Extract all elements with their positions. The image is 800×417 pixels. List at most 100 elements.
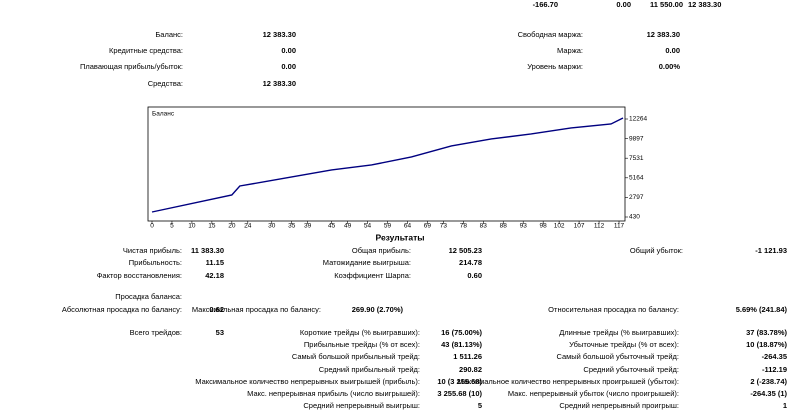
x-tick-label: 24	[244, 223, 252, 230]
x-tick-label: 15	[208, 223, 216, 230]
x-tick-label: 49	[344, 223, 352, 230]
result-value: 214.78	[459, 258, 482, 267]
result-label: Самый большой убыточный трейд:	[556, 352, 679, 361]
result-value: 16 (75.00%)	[441, 328, 482, 337]
x-tick-label: 0	[150, 223, 154, 230]
result-value: -112.19	[762, 365, 787, 374]
result-label: Самый большой прибыльный трейд:	[292, 352, 420, 361]
result-value: 1	[783, 401, 787, 410]
results-heading: Результаты	[375, 232, 424, 242]
x-tick-label: 98	[540, 223, 548, 230]
x-tick-label: 64	[404, 223, 412, 230]
result-value: -1 121.93	[755, 246, 787, 255]
top-value: 11 550.00	[650, 0, 683, 9]
result-label: Максимальная просадка по балансу:	[192, 305, 321, 314]
result-label: Общая прибыль:	[352, 246, 411, 255]
result-value: 0.60	[467, 271, 482, 280]
x-tick-label: 78	[460, 223, 468, 230]
result-label: Прибыльность:	[129, 258, 182, 267]
y-tick-label: 12264	[629, 116, 647, 123]
top-value: -166.70	[533, 0, 558, 9]
x-tick-label: 102	[554, 223, 565, 230]
result-label: Прибыльные трейды (% от всех):	[304, 340, 420, 349]
result-label: Общий убыток:	[630, 246, 683, 255]
result-label: Средний прибыльный трейд:	[319, 365, 420, 374]
x-tick-label: 10	[188, 223, 196, 230]
result-label: Максимальное количество непрерывных выиг…	[195, 377, 420, 386]
result-label: Длинные трейды (% выигравших):	[559, 328, 679, 337]
x-tick-label: 93	[520, 223, 528, 230]
result-value: 269.90 (2.70%)	[352, 305, 404, 314]
account-label: Маржа:	[557, 46, 583, 55]
x-tick-label: 20	[228, 223, 236, 230]
account-value: 12 383.30	[263, 30, 296, 39]
y-tick-label: 430	[629, 214, 640, 221]
result-value: -264.35 (1)	[750, 389, 787, 398]
x-tick-label: 30	[268, 223, 276, 230]
result-value: 43 (81.13%)	[441, 340, 482, 349]
x-tick-label: 112	[594, 223, 605, 230]
result-value: 42.18	[205, 271, 224, 280]
result-value: 10 (18.87%)	[746, 340, 787, 349]
account-value: 0.00	[281, 46, 296, 55]
result-label: Матожидание выигрыша:	[323, 258, 411, 267]
top-value: 0.00	[616, 0, 631, 9]
result-label: Макс. непрерывный убыток (число проигрыш…	[508, 389, 679, 398]
x-tick-label: 59	[384, 223, 392, 230]
x-tick-label: 45	[328, 223, 336, 230]
result-label: Относительная просадка по балансу:	[548, 305, 679, 314]
result-value: 10 (3 255.68)	[437, 377, 482, 386]
result-value: 11 383.30	[191, 246, 224, 255]
result-value: 5.69% (241.84)	[736, 305, 788, 314]
result-value: -264.35	[762, 352, 787, 361]
result-label: Всего трейдов:	[130, 328, 182, 337]
result-label: Макс. непрерывная прибыль (число выигрыш…	[247, 389, 420, 398]
account-label: Кредитные средства:	[109, 46, 183, 55]
result-label: Максимальное количество непрерывных прои…	[457, 377, 679, 386]
result-value: 1 511.26	[453, 352, 482, 361]
account-value: 12 383.30	[263, 79, 296, 88]
result-label: Фактор восстановления:	[97, 271, 182, 280]
result-label: Просадка баланса:	[115, 292, 182, 301]
y-tick-label: 7531	[629, 155, 644, 162]
balance-line	[151, 117, 624, 213]
account-label: Средства:	[148, 79, 183, 88]
result-value: 3 255.68 (10)	[437, 389, 482, 398]
account-label: Свободная маржа:	[518, 30, 583, 39]
account-label: Плавающая прибыль/убыток:	[80, 62, 183, 71]
result-value: 12 505.23	[449, 246, 482, 255]
result-label: Средний непрерывный проигрыш:	[559, 401, 679, 410]
x-tick-label: 88	[500, 223, 508, 230]
result-label: Абсолютная просадка по балансу:	[62, 305, 182, 314]
result-label: Средний убыточный трейд:	[583, 365, 679, 374]
x-tick-label: 69	[424, 223, 432, 230]
account-value: 0.00	[281, 62, 296, 71]
result-value: 2 (-238.74)	[750, 377, 787, 386]
account-value: 12 383.30	[647, 30, 680, 39]
account-label: Уровень маржи:	[527, 62, 583, 71]
y-tick-label: 9897	[629, 135, 644, 142]
account-value: 0.00	[665, 46, 680, 55]
result-label: Коэффициент Шарпа:	[334, 271, 411, 280]
result-value: 0.62	[209, 305, 224, 314]
result-value: 37 (83.78%)	[746, 328, 787, 337]
account-label: Баланс:	[155, 30, 183, 39]
account-value: 0.00%	[659, 62, 681, 71]
chart-title: Баланс	[152, 111, 175, 118]
y-tick-label: 2797	[629, 194, 644, 201]
result-label: Чистая прибыль:	[123, 246, 182, 255]
top-value: 12 383.30	[688, 0, 721, 9]
result-label: Убыточные трейды (% от всех):	[569, 340, 679, 349]
result-value: 5	[478, 401, 482, 410]
chart-frame	[147, 106, 626, 222]
result-label: Средний непрерывный выигрыш:	[303, 401, 420, 410]
x-tick-label: 107	[574, 223, 585, 230]
x-tick-label: 83	[480, 223, 488, 230]
result-value: 290.82	[459, 365, 482, 374]
result-value: 11.15	[206, 258, 224, 267]
x-tick-label: 35	[288, 223, 296, 230]
x-tick-label: 39	[304, 223, 312, 230]
x-tick-label: 5	[170, 223, 174, 230]
result-label: Короткие трейды (% выигравших):	[300, 328, 420, 337]
